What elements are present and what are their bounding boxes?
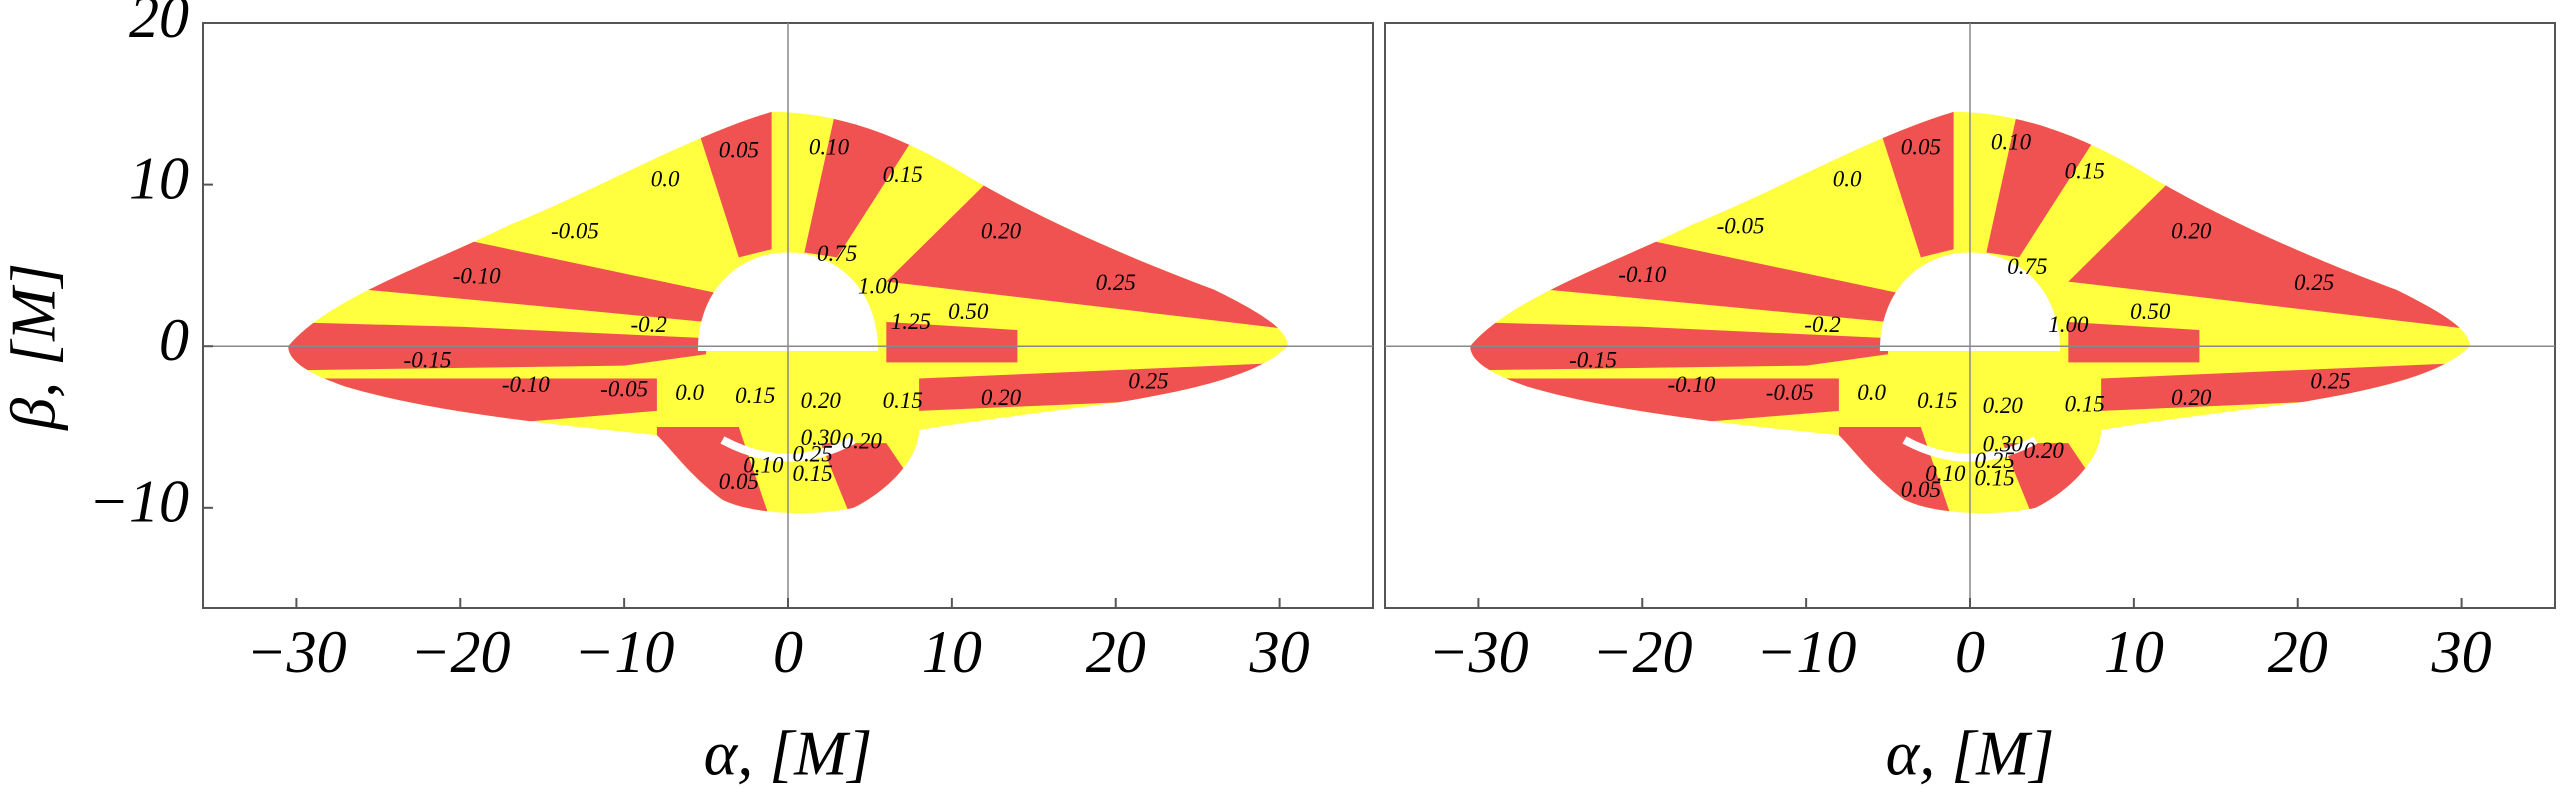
contour-label: 0.15: [1974, 466, 2014, 491]
contour-label: 0.0: [1857, 380, 1886, 405]
x-axis-label: α, [M]: [1886, 718, 2055, 789]
contour-label: 0.0: [675, 380, 704, 405]
contour-label: 0.20: [842, 428, 883, 453]
contour-label: 0.30: [1983, 432, 2024, 457]
contour-label: 0.05: [719, 138, 759, 163]
x-tick-label: 10: [922, 619, 982, 685]
contour-label: 0.75: [2007, 254, 2047, 279]
contour-label: 1.00: [858, 273, 899, 298]
x-tick-label: 20: [1086, 619, 1146, 685]
contour-label: -0.10: [502, 372, 550, 397]
contour-label: 0.20: [1983, 393, 2024, 418]
x-tick-label: −10: [574, 619, 675, 685]
y-tick-label: 20: [129, 0, 189, 50]
contour-label: -0.05: [1766, 380, 1814, 405]
contour-label: 0.0: [1833, 167, 1862, 192]
x-tick-label: 10: [2104, 619, 2164, 685]
contour-label: 1.25: [891, 309, 931, 334]
contour-label: 0.25: [792, 441, 832, 466]
contour-label: 0.15: [735, 383, 775, 408]
contour-label: 0.10: [809, 134, 850, 159]
x-tick-label: −20: [1592, 619, 1693, 685]
contour-label: 0.15: [883, 388, 923, 413]
contour-label: 0.20: [2171, 385, 2212, 410]
y-tick-label: 10: [129, 145, 189, 211]
contour-label: 0.25: [1974, 448, 2014, 473]
contour-label: -0.2: [631, 312, 667, 337]
contour-label: 0.25: [2294, 270, 2334, 295]
contour-label: 0.0: [651, 167, 680, 192]
contour-label: 0.10: [1925, 461, 1966, 486]
x-tick-label: 0: [1955, 619, 1985, 685]
contour-label: 0.15: [2065, 159, 2105, 184]
contour-label: -0.10: [453, 264, 501, 289]
contour-label: 0.50: [948, 299, 989, 324]
contour-label: -0.05: [551, 218, 599, 243]
y-tick-label: 0: [159, 307, 189, 373]
contour-label: 0.25: [1128, 369, 1168, 394]
contour-label: 0.15: [792, 461, 832, 486]
contour-label: 0.15: [883, 162, 923, 187]
contour-label: -0.15: [404, 348, 452, 373]
contour-label: -0.10: [1618, 262, 1666, 287]
contour-label: 0.10: [743, 453, 784, 478]
contour-label: -0.15: [1569, 348, 1617, 373]
contour-label: 0.15: [1917, 388, 1957, 413]
contour-label: 0.20: [981, 385, 1022, 410]
x-axis-label: α, [M]: [704, 718, 873, 789]
contour-label: 0.30: [801, 425, 842, 450]
contour-label: 0.20: [981, 218, 1022, 243]
x-tick-label: −30: [1428, 619, 1529, 685]
contour-label: -0.05: [1717, 214, 1765, 239]
y-axis-label: β, [M]: [0, 263, 69, 432]
contour-label: 0.10: [1991, 129, 2032, 154]
contour-label: 0.05: [1901, 477, 1941, 502]
x-tick-label: 20: [2268, 619, 2328, 685]
contour-label: 0.05: [719, 469, 759, 494]
contour-label: 0.05: [1901, 134, 1941, 159]
contour-label: 0.20: [2171, 218, 2212, 243]
contour-label: 0.20: [2024, 438, 2065, 463]
x-tick-label: −30: [246, 619, 347, 685]
y-tick-label: −10: [89, 469, 190, 535]
contour-label: -0.05: [600, 377, 648, 402]
x-tick-label: 30: [2431, 619, 2492, 685]
contour-label: 0.25: [1096, 270, 1136, 295]
contour-label: 0.15: [2065, 391, 2105, 416]
x-tick-label: −20: [410, 619, 511, 685]
contour-label: -0.10: [1667, 372, 1715, 397]
contour-label: 1.00: [2048, 312, 2089, 337]
contour-label: 0.50: [2130, 299, 2171, 324]
contour-label: 0.25: [2310, 369, 2350, 394]
x-tick-label: −10: [1756, 619, 1857, 685]
contour-label: 0.20: [801, 388, 842, 413]
x-tick-label: 30: [1249, 619, 1310, 685]
contour-label: 0.75: [817, 241, 857, 266]
x-tick-label: 0: [773, 619, 803, 685]
contour-label: -0.2: [1804, 312, 1840, 337]
